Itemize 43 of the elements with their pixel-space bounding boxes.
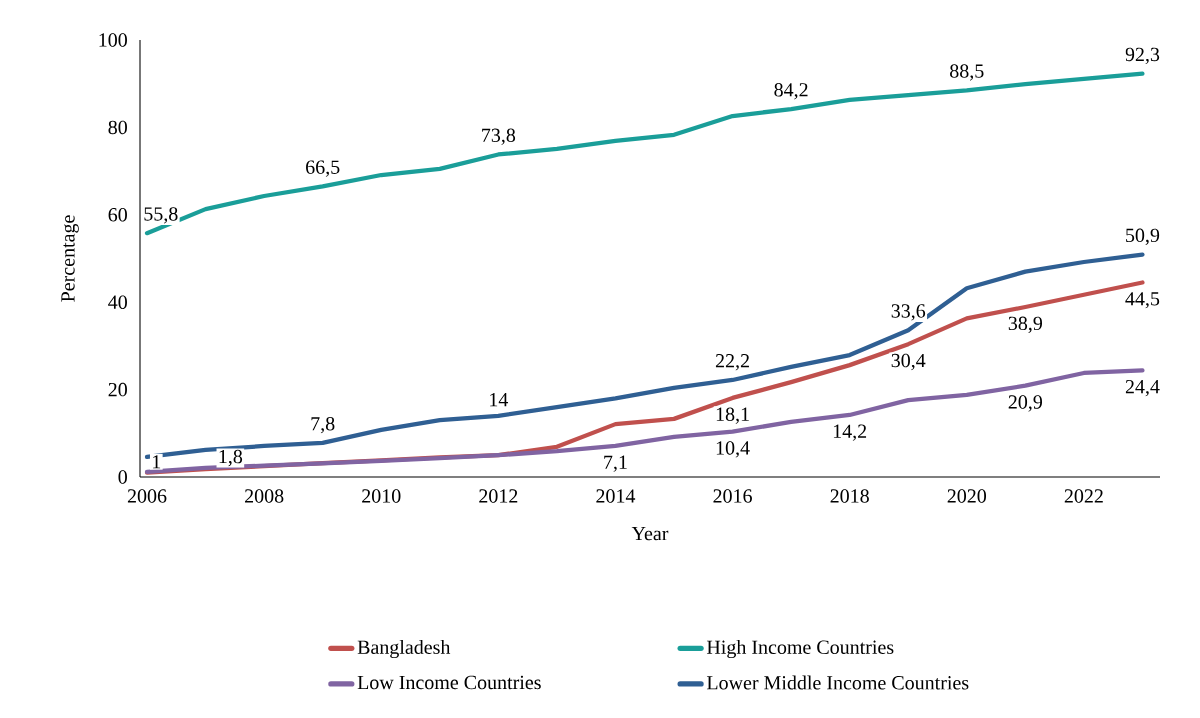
- x-tick-label: 2014: [596, 489, 636, 503]
- data-label: 1: [153, 455, 161, 469]
- data-label: 22,2: [715, 354, 749, 371]
- x-axis-title: Year: [631, 527, 669, 541]
- data-label: 84,2: [774, 83, 808, 100]
- data-label: 33,6: [891, 304, 926, 321]
- x-tick-label: 2022: [1064, 489, 1103, 503]
- data-label: 44,5: [1125, 292, 1160, 309]
- data-label: 92,3: [1125, 47, 1160, 65]
- data-label: 73,8: [482, 128, 516, 145]
- data-label: 50,9: [1126, 228, 1160, 245]
- data-label: 88,5: [950, 64, 984, 81]
- y-tick-label: 40: [108, 295, 127, 309]
- data-label: 7,8: [311, 416, 335, 434]
- legend-label: Low Income Countries: [357, 675, 541, 690]
- data-label: 14,2: [833, 424, 867, 441]
- legend-label: Bangladesh: [357, 639, 451, 659]
- y-tick-label: 0: [118, 470, 127, 484]
- data-label: 30,4: [891, 353, 926, 371]
- data-label: 1,8: [219, 449, 243, 467]
- data-label: 38,9: [1008, 316, 1043, 333]
- x-tick-label: 2008: [245, 489, 284, 503]
- data-label: 55,8: [144, 207, 178, 224]
- y-tick-label: 100: [99, 33, 127, 47]
- legend-label: Lower Middle Income Countries: [706, 675, 969, 690]
- legend-label: High Income Countries: [706, 639, 894, 659]
- y-tick-label: 20: [108, 382, 127, 397]
- data-label: 66,5: [306, 160, 340, 177]
- x-tick-label: 2006: [127, 489, 167, 503]
- x-tick-label: 2012: [479, 489, 518, 503]
- y-axis-title: Percentage: [61, 215, 79, 302]
- data-label: 7,1: [604, 455, 627, 472]
- data-label: 24,4: [1125, 379, 1160, 397]
- x-tick-label: 2016: [713, 489, 752, 503]
- y-tick-label: 80: [108, 120, 127, 135]
- data-label: 14: [490, 393, 509, 407]
- data-label: 18,1: [716, 407, 749, 424]
- x-tick-label: 2010: [362, 489, 401, 503]
- x-tick-label: 2020: [947, 489, 987, 503]
- data-label: 10,4: [716, 441, 750, 458]
- y-tick-label: 60: [108, 208, 127, 222]
- data-label: 20,9: [1008, 395, 1043, 412]
- x-tick-label: 2018: [830, 489, 869, 503]
